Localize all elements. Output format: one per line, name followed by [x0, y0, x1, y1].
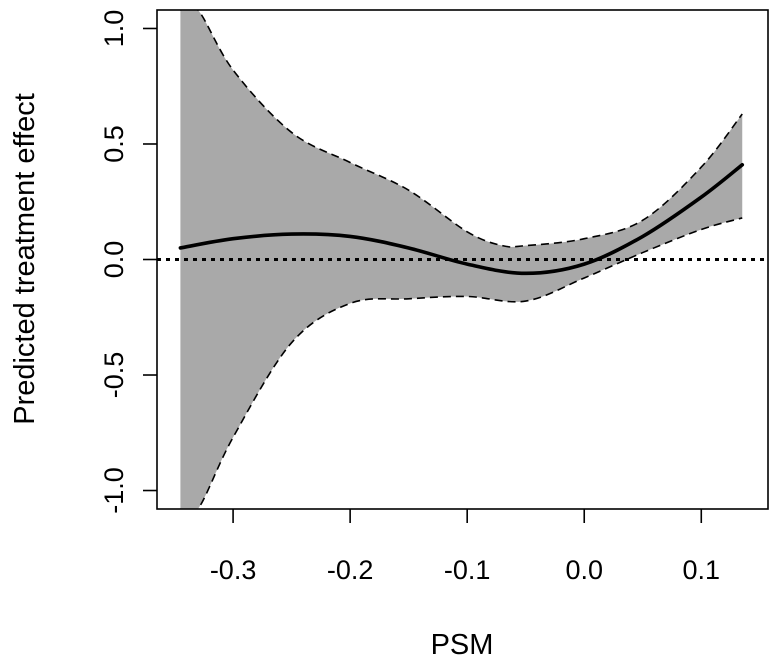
y-axis-title: Predicted treatment effect: [9, 93, 41, 425]
x-tick-label: 0.0: [565, 555, 603, 585]
y-tick-label: -0.5: [99, 352, 129, 399]
x-tick-label: -0.1: [444, 555, 491, 585]
lower-ci-line: [180, 217, 743, 509]
confidence-band: [180, 10, 743, 509]
x-tick-label: -0.2: [327, 555, 374, 585]
upper-ci-line: [180, 10, 743, 248]
x-axis-title: PSM: [431, 629, 494, 659]
y-tick-label: 0.5: [99, 125, 129, 163]
y-tick-label: -1.0: [99, 467, 129, 514]
x-tick-label: -0.3: [210, 555, 257, 585]
y-tick-label: 0.0: [99, 241, 129, 279]
y-tick-label: 1.0: [99, 10, 129, 48]
estimate-line: [178, 162, 745, 276]
x-tick-label: 0.1: [683, 555, 721, 585]
